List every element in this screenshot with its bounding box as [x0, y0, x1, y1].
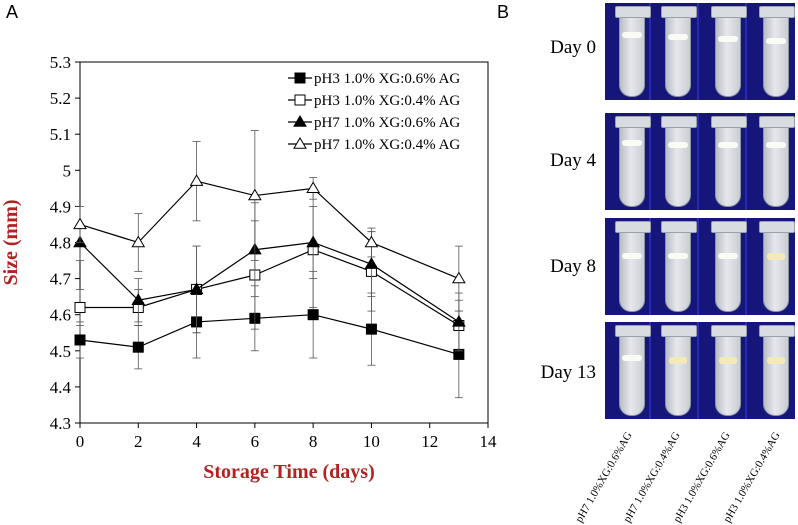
data-point-1: [74, 334, 86, 346]
data-point-4: [189, 174, 204, 186]
photo-day-0: [605, 3, 795, 100]
data-point-3: [364, 257, 379, 269]
x-tick-label: 14: [480, 432, 498, 451]
data-point-3: [189, 282, 204, 295]
data-point-3: [131, 293, 146, 305]
day-label-8: Day 8: [550, 256, 596, 277]
x-tick-label: 2: [134, 432, 143, 451]
y-tick-label: 4.7: [50, 270, 72, 289]
x-tick-label: 0: [76, 432, 85, 451]
photo-day-4: [605, 113, 795, 210]
data-point-1: [307, 309, 319, 321]
day-label-13: Day 13: [540, 362, 596, 383]
legend-label-1: pH3 1.0% XG:0.6% AG: [314, 71, 460, 87]
series-line-2: [80, 249, 460, 327]
data-point-1: [132, 341, 144, 353]
y-tick-label: 4.6: [50, 306, 71, 325]
day-label-0: Day 0: [550, 37, 596, 58]
x-tick-label: 6: [251, 432, 260, 451]
sample-label-3: pH3 1.0%XG:0.6%AG: [671, 430, 733, 525]
x-tick-label: 8: [309, 432, 318, 451]
data-point-3: [306, 235, 321, 248]
legend-marker-4: [293, 137, 307, 149]
panel-label-a: A: [6, 2, 19, 22]
day-label-4: Day 4: [550, 150, 596, 171]
y-tick-label: 5: [63, 161, 72, 180]
x-tick-label: 12: [421, 432, 438, 451]
legend-label-4: pH7 1.0% XG:0.4% AG: [314, 137, 460, 153]
legend-marker-3: [293, 115, 307, 127]
legend-label-2: pH3 1.0% XG:0.4% AG: [314, 93, 460, 109]
y-tick-label: 4.4: [50, 378, 72, 397]
data-point-3: [451, 314, 466, 327]
data-point-4: [306, 181, 321, 194]
legend-marker-2: [294, 94, 306, 106]
panel-label-b: B: [497, 2, 510, 22]
data-point-4: [247, 188, 262, 201]
y-tick-label: 4.3: [50, 414, 71, 433]
x-tick-label: 4: [192, 432, 201, 451]
data-point-1: [365, 323, 377, 335]
legend-label-3: pH7 1.0% XG:0.6% AG: [314, 115, 460, 131]
sample-label-2: pH7 1.0%XG:0.4%AG: [621, 430, 683, 525]
y-tick-label: 5.1: [50, 125, 71, 144]
photo-day-13: [605, 322, 795, 419]
data-point-4: [451, 271, 466, 284]
y-tick-label: 4.9: [50, 197, 71, 216]
y-tick-label: 5.3: [50, 53, 71, 72]
y-tick-label: 4.5: [50, 342, 71, 361]
data-point-4: [364, 235, 379, 248]
y-axis-label: Size (mm): [0, 199, 22, 285]
photo-day-8: [605, 218, 795, 315]
sample-label-4: pH3 1.0%XG:0.4%AG: [721, 430, 783, 525]
data-point-4: [73, 217, 87, 230]
series-line-4: [79, 180, 460, 280]
data-point-4: [131, 235, 146, 248]
y-tick-label: 4.8: [50, 234, 71, 253]
legend-marker-1: [294, 72, 306, 84]
data-point-2: [74, 301, 86, 313]
x-axis-label: Storage Time (days): [203, 461, 374, 483]
line-chart: 4.3 4.4 4.5 4.6 4.7 4.8 4.9 5 5.1 5.2 5.3 0 2 4 6 8 10 12…: [0, 53, 498, 483]
x-tick-label: 10: [363, 432, 380, 451]
y-tick-label: 5.2: [50, 89, 71, 108]
